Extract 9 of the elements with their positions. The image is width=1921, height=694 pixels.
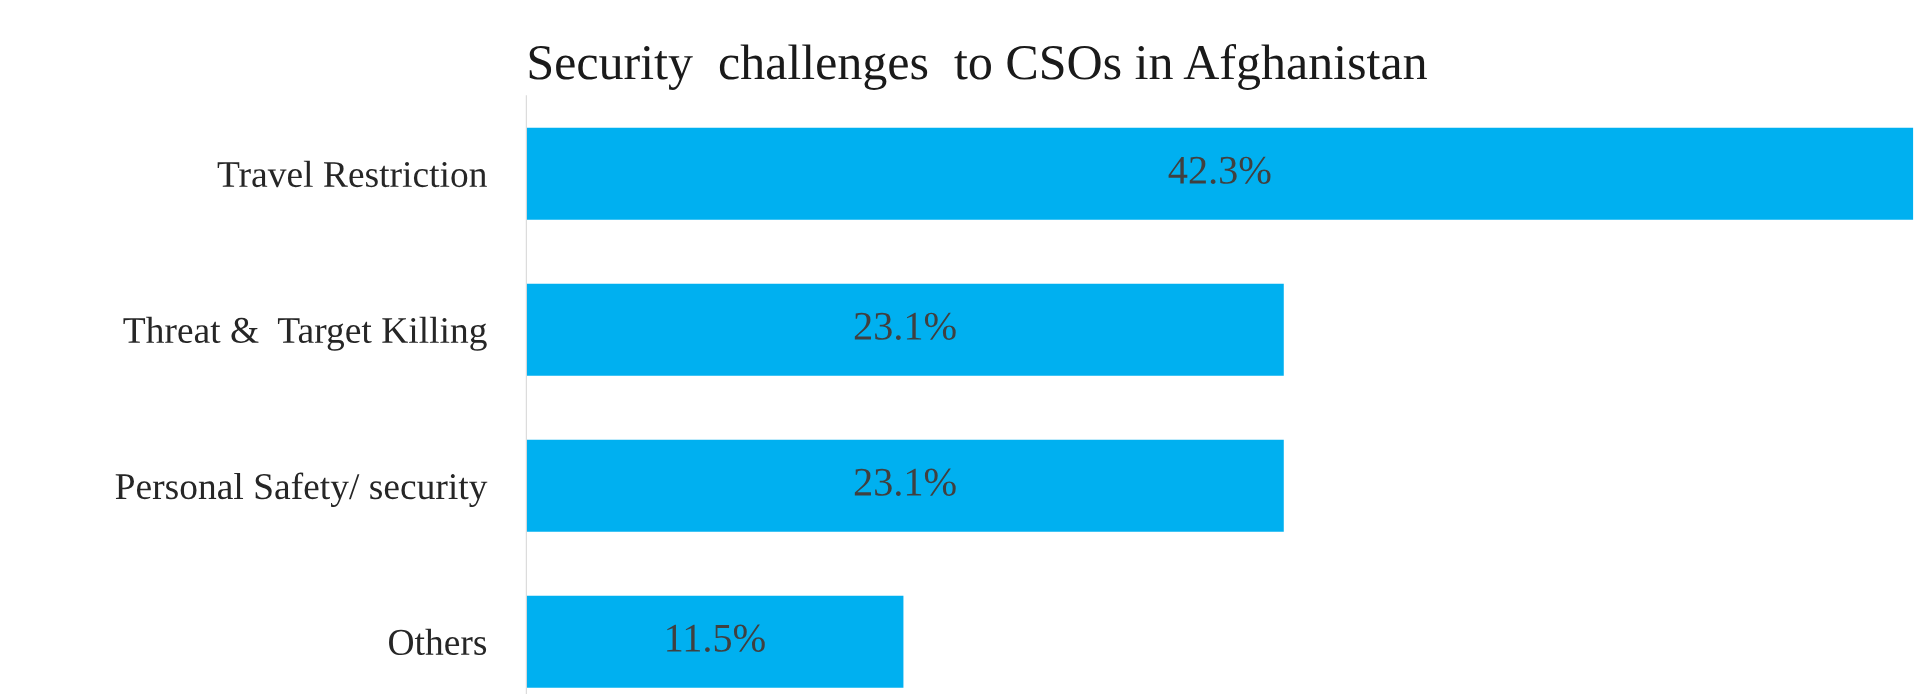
y-tick-label: Travel Restriction xyxy=(217,160,487,188)
data-label: 23.1% xyxy=(854,468,956,496)
y-tick-label: Threat & Target Killing xyxy=(123,316,487,351)
data-label: 11.5% xyxy=(667,624,765,652)
y-tick-label: Personal Safety/ security xyxy=(115,472,488,508)
data-label: 23.1% xyxy=(854,312,956,340)
chart-title: Security challenges to CSOs in Afghanistan xyxy=(529,43,1427,90)
data-label: 42.3% xyxy=(1168,156,1271,185)
y-tick-label: Others xyxy=(389,628,487,656)
